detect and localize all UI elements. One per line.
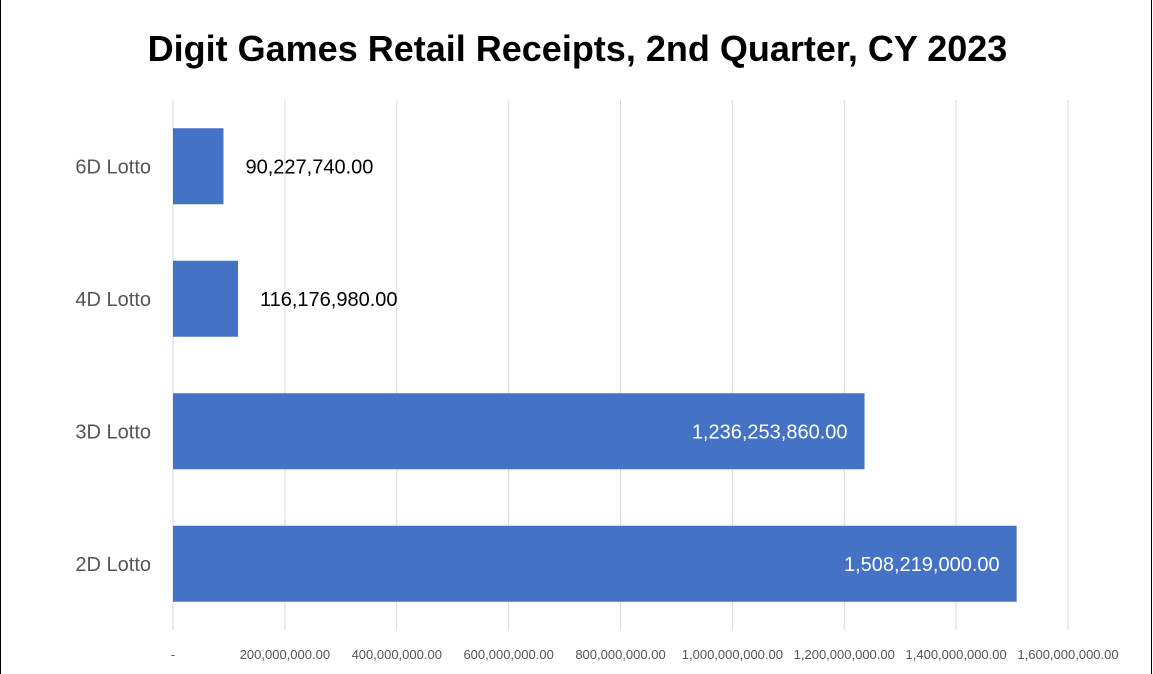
x-tick-label: 1,600,000,000.00: [1017, 647, 1118, 662]
x-tick-label: 800,000,000.00: [575, 647, 665, 662]
data-label: 90,227,740.00: [245, 156, 373, 178]
x-tick-label: 400,000,000.00: [352, 647, 442, 662]
bar: [173, 260, 238, 337]
bar: [173, 393, 865, 470]
category-label: 3D Lotto: [75, 421, 151, 443]
category-label: 4D Lotto: [75, 289, 151, 311]
x-tick-label: 1,000,000,000.00: [682, 647, 783, 662]
x-tick-label: 1,200,000,000.00: [794, 647, 895, 662]
data-label: 1,236,253,860.00: [692, 421, 848, 443]
x-tick-label: 1,400,000,000.00: [906, 647, 1007, 662]
category-label: 2D Lotto: [75, 554, 151, 576]
data-label: 116,176,980.00: [260, 289, 398, 311]
bar: [173, 525, 1017, 602]
data-label: 1,508,219,000.00: [844, 554, 1000, 576]
chart-title: Digit Games Retail Receipts, 2nd Quarter…: [147, 28, 1008, 69]
category-label: 6D Lotto: [75, 156, 151, 178]
bar: [173, 128, 224, 205]
x-tick-label: -: [171, 647, 175, 662]
x-tick-label: 200,000,000.00: [240, 647, 330, 662]
x-tick-label: 600,000,000.00: [463, 647, 553, 662]
